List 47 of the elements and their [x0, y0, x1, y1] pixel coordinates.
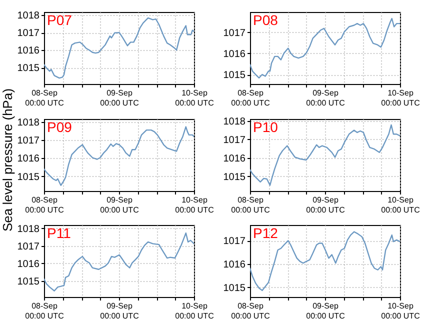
x-tick-label: 10-Sep 00:00 UTC	[175, 196, 214, 214]
x-tick-label: 10-Sep 00:00 UTC	[381, 196, 420, 214]
x-tick-label: 08-Sep 00:00 UTC	[25, 88, 64, 108]
chart-title: P10	[253, 119, 278, 135]
y-tick-label: 1017	[223, 134, 246, 146]
x-tick-label: 08-Sep 00:00 UTC	[25, 196, 64, 214]
x-tick-label: 08-Sep 00:00 UTC	[231, 88, 270, 108]
x-tick-label: 08-Sep 00:00 UTC	[231, 196, 270, 214]
y-tick-label: 1016	[17, 258, 40, 270]
y-tick-label: 1015	[223, 282, 246, 294]
x-tick-label: 09-Sep 00:00 UTC	[100, 88, 140, 108]
y-axis-title: Sea level pressure (hPa)	[0, 88, 15, 232]
x-tick-label: 08-Sep 00:00 UTC	[231, 302, 270, 320]
y-tick-label: 1016	[223, 260, 246, 271]
y-tick-label: 1018	[17, 117, 40, 128]
y-tick-label: 1016	[17, 46, 40, 57]
y-tick-label: 1016	[223, 48, 246, 60]
x-tick-label: 09-Sep 00:00 UTC	[306, 88, 346, 108]
chart-title: P07	[47, 12, 72, 28]
y-tick-label: 1015	[223, 70, 246, 82]
y-tick-label: 1015	[223, 172, 246, 183]
y-tick-label: 1015	[17, 63, 40, 74]
y-tick-label: 1017	[223, 236, 246, 248]
x-tick-label: 09-Sep 00:00 UTC	[100, 196, 140, 214]
chart-title: P11	[47, 225, 72, 241]
x-tick-label: 08-Sep 00:00 UTC	[25, 302, 64, 320]
y-tick-label: 1016	[17, 154, 40, 165]
x-tick-label: 09-Sep 00:00 UTC	[306, 196, 346, 214]
chart-title: P09	[47, 119, 72, 135]
x-tick-label: 10-Sep 00:00 UTC	[175, 88, 214, 108]
x-tick-label: 09-Sep 00:00 UTC	[100, 302, 140, 320]
y-tick-label: 1018	[17, 10, 40, 22]
y-tick-label: 1017	[223, 28, 246, 39]
y-tick-label: 1017	[17, 136, 40, 147]
y-tick-label: 1018	[223, 116, 246, 128]
y-tick-label: 1017	[17, 28, 40, 40]
x-tick-label: 10-Sep 00:00 UTC	[381, 88, 420, 108]
x-tick-label: 10-Sep 00:00 UTC	[175, 302, 214, 320]
y-tick-label: 1018	[17, 224, 40, 235]
y-tick-label: 1016	[223, 153, 246, 164]
chart-title: P08	[253, 12, 278, 28]
y-tick-label: 1015	[17, 276, 40, 288]
y-tick-label: 1017	[17, 241, 40, 252]
chart-title: P12	[253, 225, 278, 241]
y-tick-label: 1015	[17, 172, 40, 183]
x-tick-label: 10-Sep 00:00 UTC	[381, 302, 420, 320]
x-tick-label: 09-Sep 00:00 UTC	[306, 302, 346, 320]
